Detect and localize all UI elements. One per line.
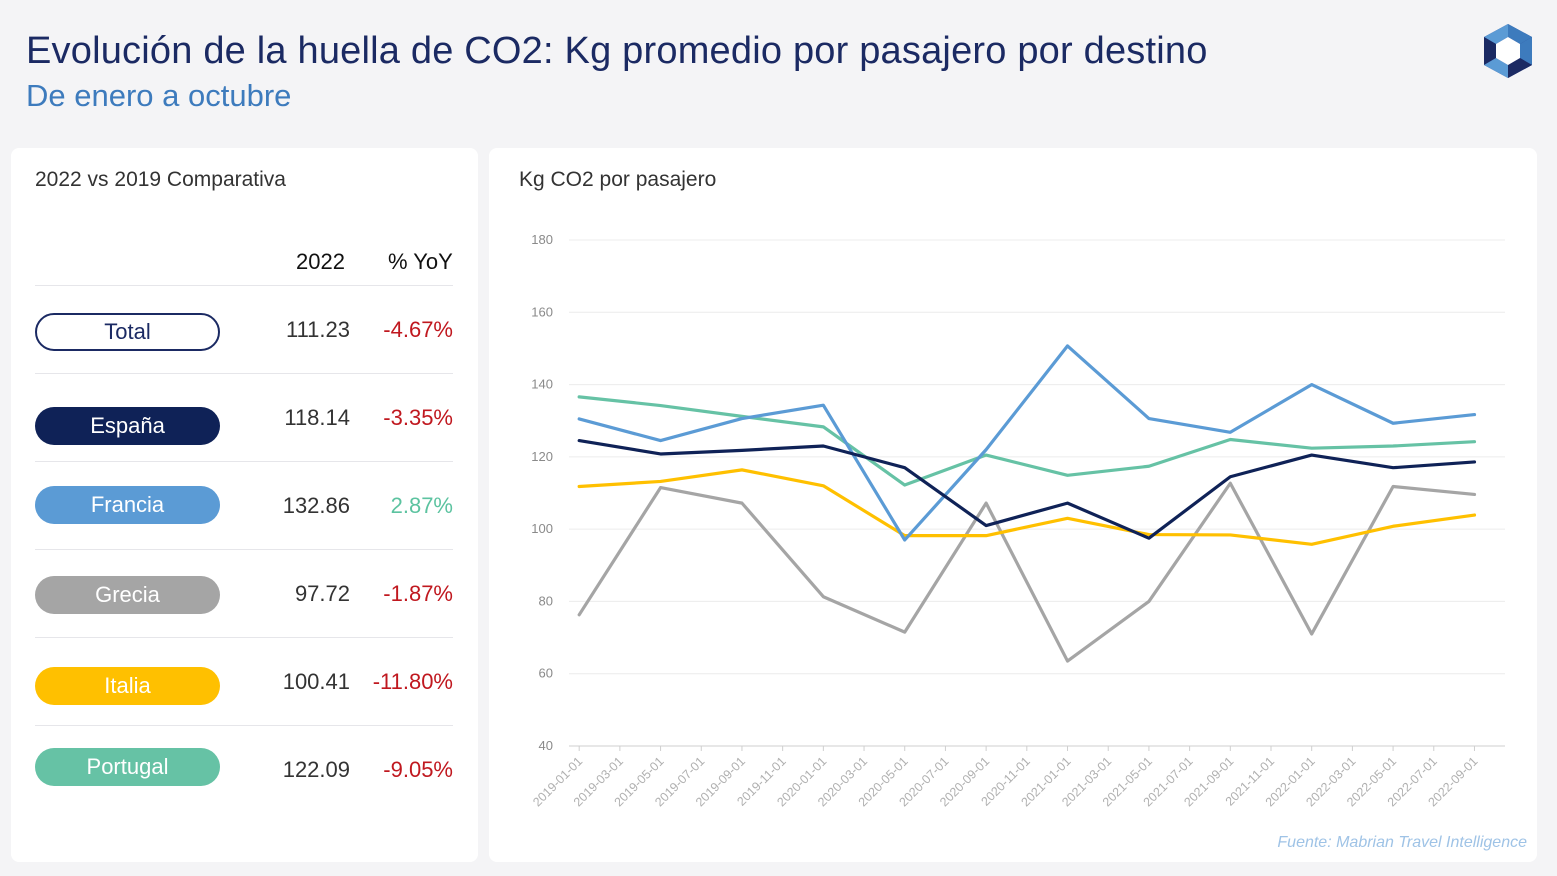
y-tick-label: 160 — [531, 304, 553, 319]
comparison-title: 2022 vs 2019 Comparativa — [35, 168, 286, 191]
row-value: 100.41 — [282, 669, 350, 694]
row-value: 97.72 — [294, 581, 350, 606]
series-line-grecia — [577, 481, 1477, 663]
y-tick-label: 140 — [531, 377, 553, 392]
legend-pill-grecia: Grecia — [35, 576, 220, 614]
chart-card: 40 60 80 100 120 140 160 180 2019-01-01 2019-03-0… — [489, 148, 1537, 862]
row-value: 132.86 — [282, 493, 350, 518]
page-subtitle: De enero a octubre — [26, 78, 292, 113]
y-tick-label: 180 — [531, 232, 553, 247]
row-yoy: -4.67% — [383, 317, 453, 342]
table-row: Grecia 97.72 -1.87% — [35, 549, 453, 638]
source-note: Fuente: Mabrian Travel Intelligence — [1277, 834, 1527, 851]
legend-pill-portugal: Portugal — [35, 748, 220, 786]
row-yoy: -11.80% — [372, 669, 453, 694]
legend-pill-espana: España — [35, 407, 220, 445]
series-line-espana — [577, 438, 1477, 540]
series-line-italia — [577, 468, 1477, 546]
legend-pill-total: Total — [35, 313, 220, 351]
y-tick-label: 40 — [539, 738, 553, 753]
y-tick-label: 80 — [539, 593, 553, 608]
legend-pill-francia: Francia — [35, 486, 220, 524]
row-value: 118.14 — [284, 405, 350, 430]
table-row: Portugal 122.09 -9.05% — [35, 725, 453, 814]
y-tick-label: 120 — [531, 449, 553, 464]
series-line-portugal — [577, 395, 1477, 487]
table-row: España 118.14 -3.35% — [35, 373, 453, 462]
table-row: Italia 100.41 -11.80% — [35, 637, 453, 726]
hexagon-logo-icon — [1484, 24, 1532, 78]
line-chart: 4060801001201401601802019-01-012019-03-0… — [530, 232, 1505, 809]
row-yoy: -1.87% — [383, 581, 453, 606]
column-header-yoy: % YoY — [388, 249, 453, 274]
legend-pill-italia: Italia — [35, 667, 220, 705]
page-title: Evolución de la huella de CO2: Kg promed… — [26, 30, 1208, 72]
row-value: 122.09 — [282, 757, 350, 782]
row-yoy: 2.87% — [390, 493, 453, 518]
table-row: Francia 132.86 2.87% — [35, 461, 453, 550]
y-tick-label: 60 — [539, 666, 553, 681]
chart-ylabel: Kg CO2 por pasajero — [519, 168, 717, 191]
row-value: 111.23 — [285, 317, 350, 342]
series-line-francia — [577, 344, 1477, 542]
table-row: Total 111.23 -4.67% — [35, 285, 453, 374]
row-yoy: -9.05% — [383, 757, 453, 782]
column-header-2022: 2022 — [296, 249, 345, 274]
row-yoy: -3.35% — [383, 405, 453, 430]
comparison-card: 2022 vs 2019 Comparativa 2022 % YoY Tota… — [11, 148, 478, 862]
y-tick-label: 100 — [531, 521, 553, 536]
